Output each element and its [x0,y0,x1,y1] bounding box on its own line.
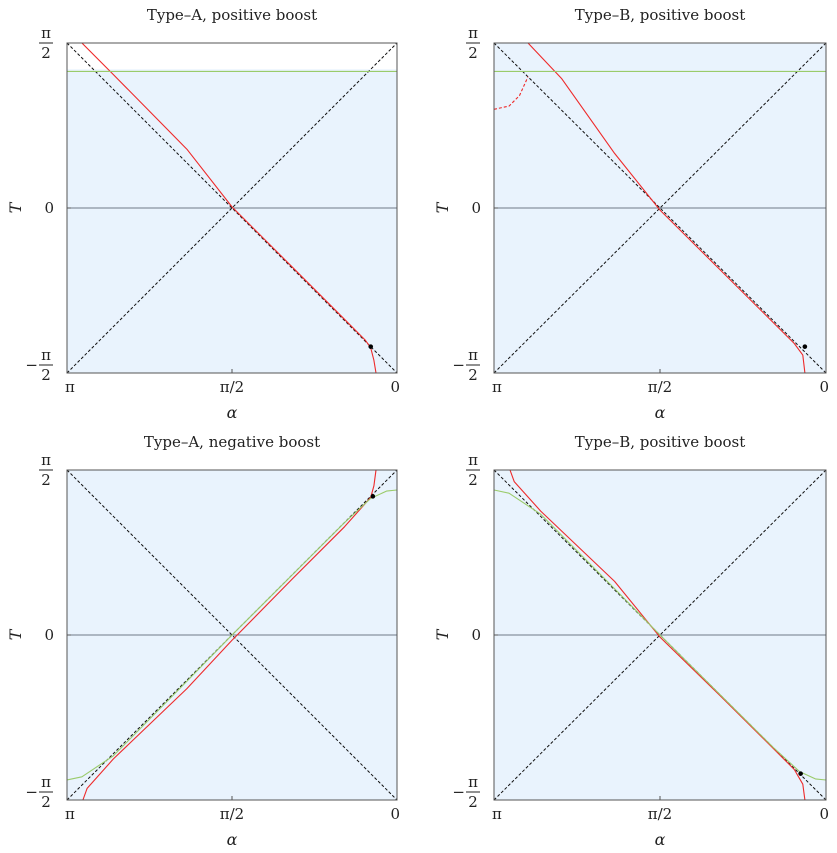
y-tick-sign: − [25,783,38,801]
x-tick-label: π/2 [648,378,672,396]
x-axis-label: α [655,403,666,422]
y-tick-denominator: 2 [41,44,51,62]
y-tick-sign: − [452,356,465,374]
y-tick-numerator: π [41,346,51,364]
x-tick-label: 0 [390,805,400,823]
chart-title: Type–A, negative boost [144,433,320,451]
y-tick-label: 0 [44,626,54,644]
x-tick-label: π [65,805,75,823]
red-curve [509,470,806,800]
marker-point [370,494,376,499]
y-tick-numerator: π [41,24,51,42]
shaded-region [67,69,397,373]
red-curve [81,43,377,373]
x-axis-label: α [227,830,238,849]
y-tick-denominator: 2 [41,471,51,489]
x-tick-label: 0 [819,805,829,823]
diagonal-line-up [493,469,827,801]
y-tick-label: 0 [44,199,54,217]
y-tick-numerator: π [41,773,51,791]
y-tick-denominator: 2 [468,471,478,489]
y-axis-label: T [433,628,452,640]
y-tick-numerator: π [468,451,478,469]
diagonal-line-up [66,42,398,374]
y-axis-label: T [433,201,452,213]
y-axis-label: T [6,201,25,213]
y-tick-denominator: 2 [468,44,478,62]
x-tick-label: 0 [819,378,829,396]
x-axis-label: α [655,830,666,849]
y-tick-sign: − [25,356,38,374]
y-tick-numerator: π [468,773,478,791]
chart-title: Type–B, positive boost [575,433,745,451]
marker-point [802,344,808,349]
x-tick-label: π/2 [220,378,244,396]
diagonal-line-down [493,42,827,374]
green-curve [67,489,397,781]
red-curve [527,43,806,373]
chart-title: Type–B, positive boost [575,6,745,24]
diagonal-line-down [66,42,398,374]
y-tick-numerator: π [468,24,478,42]
y-tick-numerator: π [468,346,478,364]
x-axis-label: α [227,403,238,422]
green-curve [494,489,826,781]
x-tick-label: π/2 [220,805,244,823]
diagonal-line-down [66,469,398,801]
y-tick-sign: − [452,783,465,801]
y-tick-numerator: π [41,451,51,469]
marker-point [798,771,803,776]
y-tick-label: 0 [471,626,481,644]
y-axis-label: T [6,628,25,640]
x-tick-label: π [492,805,502,823]
marker-point [368,344,374,349]
x-tick-label: π [492,378,502,396]
x-tick-label: π/2 [648,805,672,823]
diagonal-line-up [66,469,398,801]
y-tick-denominator: 2 [41,366,51,384]
y-tick-denominator: 2 [468,793,478,811]
y-tick-denominator: 2 [468,366,478,384]
x-tick-label: π [65,378,75,396]
y-tick-label: 0 [471,199,481,217]
y-tick-denominator: 2 [41,793,51,811]
chart-title: Type–A, positive boost [147,6,317,24]
red-curve-dashed [494,76,529,110]
diagonal-line-up [493,42,827,374]
red-curve [82,470,377,800]
x-tick-label: 0 [390,378,400,396]
